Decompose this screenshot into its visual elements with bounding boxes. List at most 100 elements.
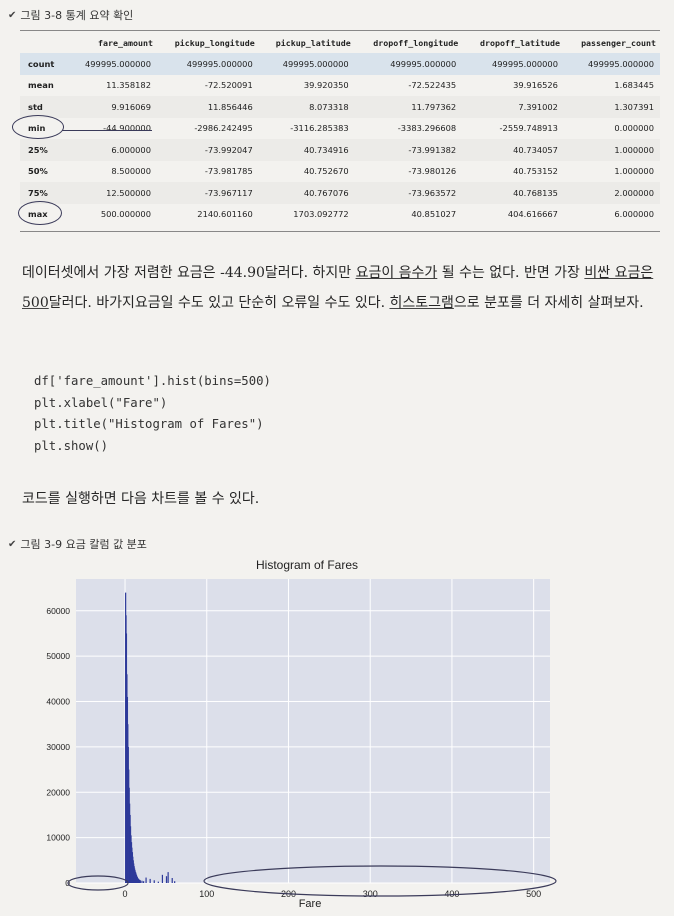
stats-table-container: fare_amount pickup_longitude pickup_latitu… — [20, 30, 660, 232]
x-tick-label: 300 — [363, 889, 378, 899]
table-cell: 499995.000000 — [354, 53, 463, 75]
table-cell: -73.963572 — [354, 182, 463, 204]
code-line: df['fare_amount'].hist(bins=500) — [34, 374, 271, 388]
table-cell: 11.856446 — [156, 96, 259, 118]
table-cell: 12.500000 — [66, 182, 157, 204]
histogram-bar — [145, 877, 147, 883]
x-tick-label: 0 — [123, 889, 128, 899]
table-cell: 0.000000 — [614, 123, 654, 134]
y-tick-label: 40000 — [46, 697, 70, 707]
code-line: plt.title("Histogram of Fares") — [34, 417, 264, 431]
table-cell: 499995.000000 — [156, 53, 259, 75]
table-cell: -73.992047 — [156, 139, 259, 161]
table-cell: 40.734916 — [258, 139, 355, 161]
table-cell: 9.916069 — [66, 96, 157, 118]
column-header: fare_amount — [98, 38, 153, 48]
table-row: 75% 12.500000 -73.967117 40.767076 -73.96357… — [20, 182, 660, 204]
figure-caption-text: 그림 3-8 통계 요약 확인 — [20, 9, 134, 22]
row-label: 25% — [20, 139, 67, 161]
histogram-bar — [153, 880, 155, 883]
histogram-bar — [149, 878, 151, 883]
table-cell: 40.851027 — [411, 209, 457, 220]
y-tick-label: 30000 — [46, 742, 70, 752]
table-cell: 1.307391 — [563, 96, 660, 118]
figure-caption: ✔ 그림 3-9 요금 칼럼 값 분포 — [8, 536, 147, 552]
table-cell: 40.767076 — [258, 182, 355, 204]
table-cell: 40.768135 — [462, 182, 564, 204]
table-cell: 40.752670 — [303, 166, 349, 177]
column-header: dropoff_longitude — [373, 38, 459, 48]
table-cell: 1.683445 — [614, 80, 654, 91]
histogram-bar — [174, 881, 176, 883]
histogram-chart: Histogram of Fares 0 100 200 300 400 500 0100… — [46, 558, 557, 910]
table-cell: -3116.285383 — [290, 123, 349, 134]
table-cell: -73.981785 — [204, 166, 253, 177]
hand-drawn-circle-max — [18, 201, 62, 225]
hand-drawn-ellipse-tail — [203, 865, 557, 897]
code-block: df['fare_amount'].hist(bins=500) plt.xla… — [34, 371, 271, 457]
table-cell: 7.391002 — [462, 96, 564, 118]
table-row: std 9.916069 11.856446 8.073318 11.797362 7.3… — [20, 96, 660, 118]
table-cell: 499995.000000 — [462, 53, 564, 75]
table-cell: 11.797362 — [354, 96, 463, 118]
hand-drawn-underline — [62, 130, 152, 131]
table-row: max 500.000000 2140.601160 1703.092772 40.85… — [20, 204, 660, 226]
table-cell: -73.991382 — [354, 139, 463, 161]
table-cell: 40.753152 — [513, 166, 558, 177]
table-cell: -2559.748913 — [499, 123, 558, 134]
plot-area — [76, 579, 550, 883]
x-tick-label: 400 — [444, 889, 459, 899]
chevron-down-icon: ✔ — [8, 9, 17, 21]
table-cell: 2.000000 — [563, 182, 660, 204]
row-label: mean — [28, 80, 54, 91]
histogram-bars — [125, 592, 176, 883]
text-span: 될 수는 없다. 반면 가장 — [437, 265, 585, 281]
table-cell: 499995.000000 — [66, 53, 157, 75]
figure-caption-text: 그림 3-9 요금 칼럼 값 분포 — [20, 538, 147, 551]
table-cell: 6.000000 — [614, 209, 654, 220]
x-tick-label: 500 — [526, 889, 541, 899]
histogram-bar — [143, 881, 145, 883]
table-cell: 2140.601160 — [197, 209, 253, 220]
column-header — [20, 31, 67, 53]
table-cell: 8.500000 — [111, 166, 151, 177]
column-header: dropoff_latitude — [480, 38, 560, 48]
code-line: plt.show() — [34, 438, 109, 453]
text-span: 데이터셋에서 가장 저렴한 요금은 -44.90달러다. 하지만 — [22, 265, 356, 281]
column-header: pickup_latitude — [275, 38, 351, 48]
table-cell: -72.520091 — [204, 80, 253, 91]
column-header: pickup_longitude — [174, 38, 255, 48]
column-header: passenger_count — [581, 38, 656, 48]
histogram-bar — [141, 880, 143, 883]
figure-caption: ✔ 그림 3-8 통계 요약 확인 — [8, 7, 133, 23]
underlined-text: 히스토그램 — [389, 295, 454, 311]
x-tick-label: 100 — [199, 889, 214, 899]
table-cell: -44.900000 — [103, 123, 151, 134]
histogram-bar — [138, 878, 140, 883]
y-tick-label: 10000 — [46, 833, 70, 843]
chevron-down-icon: ✔ — [8, 538, 17, 550]
row-label: count — [20, 53, 67, 75]
table-cell: -73.980126 — [408, 166, 457, 177]
table-row: mean 11.358182 -72.520091 39.920350 -72.5224… — [20, 75, 660, 97]
table-cell: 1703.092772 — [293, 209, 349, 220]
underlined-text: 요금이 음수가 — [355, 265, 438, 281]
body-paragraph: 데이터셋에서 가장 저렴한 요금은 -44.90달러다. 하지만 요금이 음수가… — [22, 258, 662, 318]
table-cell: -72.522435 — [408, 80, 457, 91]
table-cell: 39.916526 — [513, 80, 558, 91]
table-cell: 499995.000000 — [258, 53, 355, 75]
table-cell: 6.000000 — [66, 139, 157, 161]
table-cell: 8.073318 — [258, 96, 355, 118]
table-cell: 499995.000000 — [563, 53, 660, 75]
x-axis-label: Fare — [299, 898, 322, 910]
table-header-row: fare_amount pickup_longitude pickup_latitu… — [20, 31, 660, 53]
body-paragraph: 코드를 실행하면 다음 차트를 볼 수 있다. — [22, 491, 260, 507]
y-tick-label: 60000 — [46, 606, 70, 616]
text-span: 으로 분포를 더 자세히 살펴보자. — [453, 295, 644, 311]
code-line: plt.xlabel("Fare") — [34, 395, 168, 410]
table-row: count 499995.000000 499995.000000 499995.00… — [20, 53, 660, 75]
row-label: std — [20, 96, 67, 118]
histogram-bar — [139, 880, 141, 883]
table-cell: 40.734057 — [462, 139, 564, 161]
y-tick-label: 20000 — [46, 787, 70, 797]
